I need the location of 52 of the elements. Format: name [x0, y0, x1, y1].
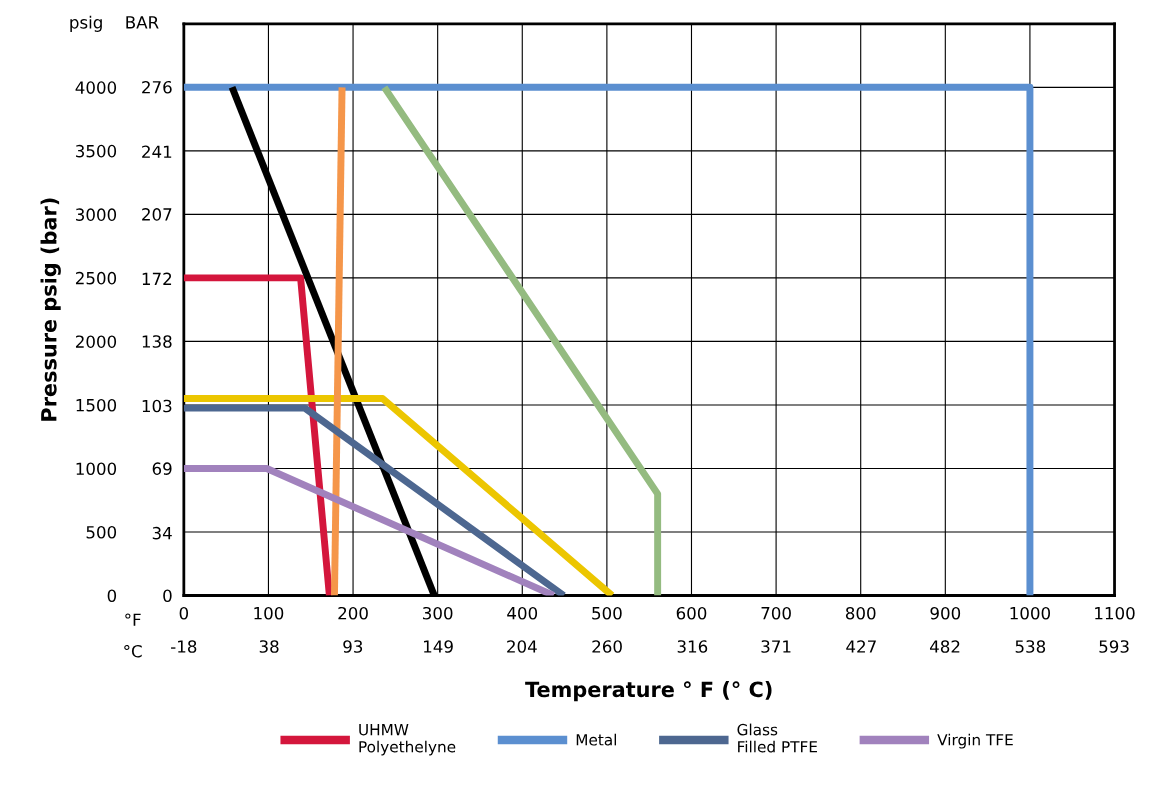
x-tick-label: 500: [592, 606, 622, 620]
y2-tick-label: 69: [152, 462, 172, 475]
x-axis-title: Temperature ° F (° C): [525, 681, 772, 702]
y-tick-label: 2000: [75, 335, 117, 348]
y2-tick-label: 207: [142, 208, 172, 221]
y2-tick-label: 241: [142, 145, 172, 158]
x2-tick-label: 538: [1015, 640, 1046, 653]
y2-tick-label: 103: [142, 399, 172, 413]
y2-tick-label: 172: [142, 272, 172, 285]
y-tick-label: 500: [86, 525, 117, 539]
x-tick-label: 300: [423, 606, 453, 620]
x2-tick-label: 204: [507, 640, 537, 653]
y-tick-label: 3000: [76, 208, 117, 221]
legend-label: UHMW Polyethelyne: [359, 724, 456, 756]
x2-tick-label: 371: [761, 640, 791, 653]
x2-tick-label: 149: [424, 640, 453, 653]
x-tick-label: 1000: [1010, 606, 1051, 620]
x-tick-label: 900: [930, 606, 961, 620]
y-tick-label: 3500: [76, 144, 117, 158]
text: psig: [70, 15, 102, 32]
legend-label: Metal: [576, 733, 617, 746]
text: °F: [125, 613, 141, 626]
x-tick-label: 600: [676, 606, 707, 620]
x2-tick-label: 593: [1099, 640, 1129, 653]
y2-tick-label: 0: [163, 589, 172, 603]
text: °C: [124, 644, 142, 658]
y-tick-label: 4000: [75, 81, 117, 94]
x-tick-label: 200: [338, 606, 368, 620]
x-tick-label: 800: [845, 606, 876, 620]
x2-tick-label: -18: [171, 640, 197, 653]
legend-label: Virgin TFE: [937, 733, 1013, 749]
x-tick-label: 400: [507, 606, 538, 620]
y-tick-label: 2500: [75, 271, 117, 285]
x2-tick-label: 93: [343, 640, 363, 653]
x2-tick-label: 427: [846, 640, 876, 653]
y2-tick-label: 34: [152, 526, 172, 540]
y-axis-title: Pressure psig (bar): [40, 198, 61, 421]
x2-tick-label: 260: [592, 640, 622, 653]
y-tick-label: 0: [107, 589, 117, 603]
x2-tick-label: 482: [929, 640, 960, 653]
x-tick-label: 1100: [1095, 606, 1135, 620]
y2-tick-label: 276: [142, 80, 172, 94]
x2-tick-label: 316: [677, 640, 708, 653]
y2-tick-label: 138: [142, 335, 172, 348]
y-tick-label: 1500: [76, 398, 117, 412]
x-tick-label: 100: [254, 606, 284, 620]
x-tick-label: 0: [179, 606, 189, 620]
text: BAR: [126, 16, 159, 29]
y-tick-label: 1000: [76, 462, 117, 476]
x-tick-label: 700: [761, 606, 791, 620]
x2-tick-label: 38: [259, 640, 279, 653]
legend-label: Glass Filled PTFE: [737, 723, 817, 753]
